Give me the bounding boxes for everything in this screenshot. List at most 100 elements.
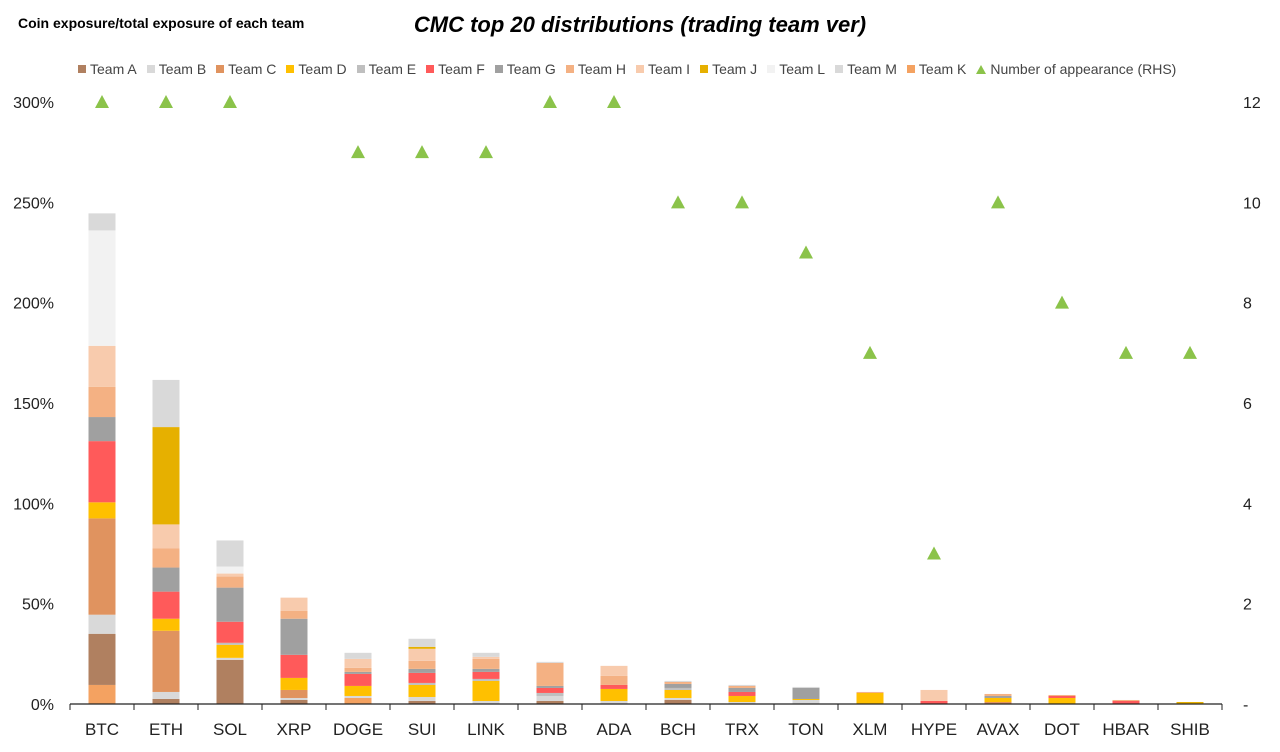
bar-segment-team-f xyxy=(1048,695,1076,698)
legend-item-team-h: Team H xyxy=(565,61,627,77)
legend-label: Team I xyxy=(648,61,691,77)
bar-segment-team-b xyxy=(88,614,116,634)
bar-segment-team-a xyxy=(152,698,180,704)
bar-segment-team-i xyxy=(344,658,372,668)
x-tick-label: TON xyxy=(788,720,824,739)
bar-segment-team-f xyxy=(600,684,628,689)
legend-label: Team K xyxy=(918,61,967,77)
bar-segment-team-h xyxy=(1048,694,1076,696)
x-tick-label: AVAX xyxy=(977,720,1020,739)
bar-segment-team-m xyxy=(728,684,756,686)
bar-segment-team-c xyxy=(984,701,1012,704)
bar-segment-team-g xyxy=(792,687,820,699)
bar-segment-team-k xyxy=(88,684,116,704)
bar-segment-team-b xyxy=(216,657,244,660)
appearance-marker xyxy=(607,95,621,108)
bar-segment-team-f xyxy=(216,621,244,643)
bar-segment-team-i xyxy=(280,597,308,611)
y2-tick-label: 12 xyxy=(1243,95,1261,112)
bar-segment-team-e xyxy=(664,687,692,690)
bar-segment-team-f xyxy=(536,687,564,693)
bar-segment-team-m xyxy=(152,379,180,428)
bar-segment-team-g xyxy=(280,618,308,655)
appearance-marker xyxy=(735,195,749,209)
bar-segment-team-f xyxy=(280,654,308,678)
bar-segment-team-d xyxy=(472,680,500,701)
y-tick-label: 100% xyxy=(13,496,54,513)
legend-item-team-l: Team L xyxy=(767,61,825,77)
x-tick-label: SOL xyxy=(213,720,247,739)
bar-segment-team-g xyxy=(984,695,1012,698)
bar-segment-team-d xyxy=(856,692,884,704)
bar-segment-team-f xyxy=(88,441,116,503)
legend-item-appearance: Number of appearance (RHS) xyxy=(976,61,1176,77)
legend-swatch xyxy=(700,65,709,73)
x-tick-label: DOGE xyxy=(333,720,383,739)
x-tick-label: ADA xyxy=(597,720,633,739)
legend-item-team-g: Team G xyxy=(494,61,556,77)
x-tick-label: BNB xyxy=(533,720,568,739)
legend-label: Team A xyxy=(90,61,137,77)
bar-segment-team-m xyxy=(792,686,820,688)
bar-segment-team-d xyxy=(280,677,308,690)
bar-segment-team-d xyxy=(984,697,1012,702)
bar-segment-team-g xyxy=(536,685,564,688)
bar-segment-team-g xyxy=(216,587,244,622)
x-tick-label: XLM xyxy=(853,720,888,739)
y2-tick-label: 6 xyxy=(1243,396,1252,413)
x-tick-label: XRP xyxy=(277,720,312,739)
bar-segment-team-h xyxy=(280,610,308,619)
triangle-icon xyxy=(976,64,987,74)
y-axis-title: Coin exposure/total exposure of each tea… xyxy=(18,15,305,31)
bar-segment-team-h xyxy=(152,548,180,568)
bar-segment-team-i xyxy=(408,648,436,661)
legend-label: Team J xyxy=(712,61,758,77)
bar-segment-team-f xyxy=(344,673,372,686)
chart-title: CMC top 20 distributions (trading team v… xyxy=(413,12,867,37)
x-tick-label: ETH xyxy=(149,720,183,739)
bar-segment-team-j xyxy=(152,427,180,525)
bar-segment-team-k xyxy=(344,697,372,704)
appearance-marker xyxy=(223,95,237,108)
legend-item-team-i: Team I xyxy=(636,61,690,77)
bar-segment-team-e xyxy=(472,678,500,681)
appearance-marker xyxy=(1055,295,1069,309)
bar-segment-team-j xyxy=(408,646,436,649)
bar-segment-team-i xyxy=(920,689,948,701)
y-tick-label: 300% xyxy=(13,95,54,112)
bar-segment-team-i xyxy=(152,524,180,549)
legend-label: Team F xyxy=(438,61,485,77)
legend-swatch xyxy=(78,65,86,73)
y-tick-label: 0% xyxy=(31,697,54,714)
bar-segment-team-h xyxy=(1112,699,1140,701)
legend-label: Team H xyxy=(577,61,627,77)
legend-swatch xyxy=(767,65,776,73)
bar-segment-team-h xyxy=(472,658,500,669)
appearance-marker xyxy=(95,95,109,108)
bar-segment-team-c xyxy=(280,689,308,698)
x-tick-label: TRX xyxy=(725,720,759,739)
bar-segment-team-m xyxy=(344,652,372,659)
x-tick-label: SUI xyxy=(408,720,436,739)
bar-segment-team-f xyxy=(408,672,436,683)
bar-segment-team-d xyxy=(216,644,244,658)
bar-segment-team-b xyxy=(600,700,628,704)
y-tick-label: 50% xyxy=(22,597,54,614)
bar-segment-team-h xyxy=(600,675,628,685)
appearance-marker xyxy=(479,145,493,159)
bar-segment-team-h xyxy=(344,667,372,672)
bar-segment-team-h xyxy=(728,685,756,688)
legend-swatch xyxy=(835,65,844,73)
x-tick-label: SHIB xyxy=(1170,720,1210,739)
legend-label: Team D xyxy=(298,61,347,77)
bar-segment-team-c xyxy=(152,630,180,692)
bar-segment-team-d xyxy=(728,695,756,702)
legend-swatch xyxy=(146,65,155,73)
legend-item-team-b: Team B xyxy=(146,61,206,77)
legend-item-team-j: Team J xyxy=(700,61,757,77)
y2-tick-label: - xyxy=(1243,697,1248,714)
appearance-marker xyxy=(351,145,365,159)
bar-segment-team-i xyxy=(472,656,500,659)
bar-segment-team-a xyxy=(408,700,436,704)
